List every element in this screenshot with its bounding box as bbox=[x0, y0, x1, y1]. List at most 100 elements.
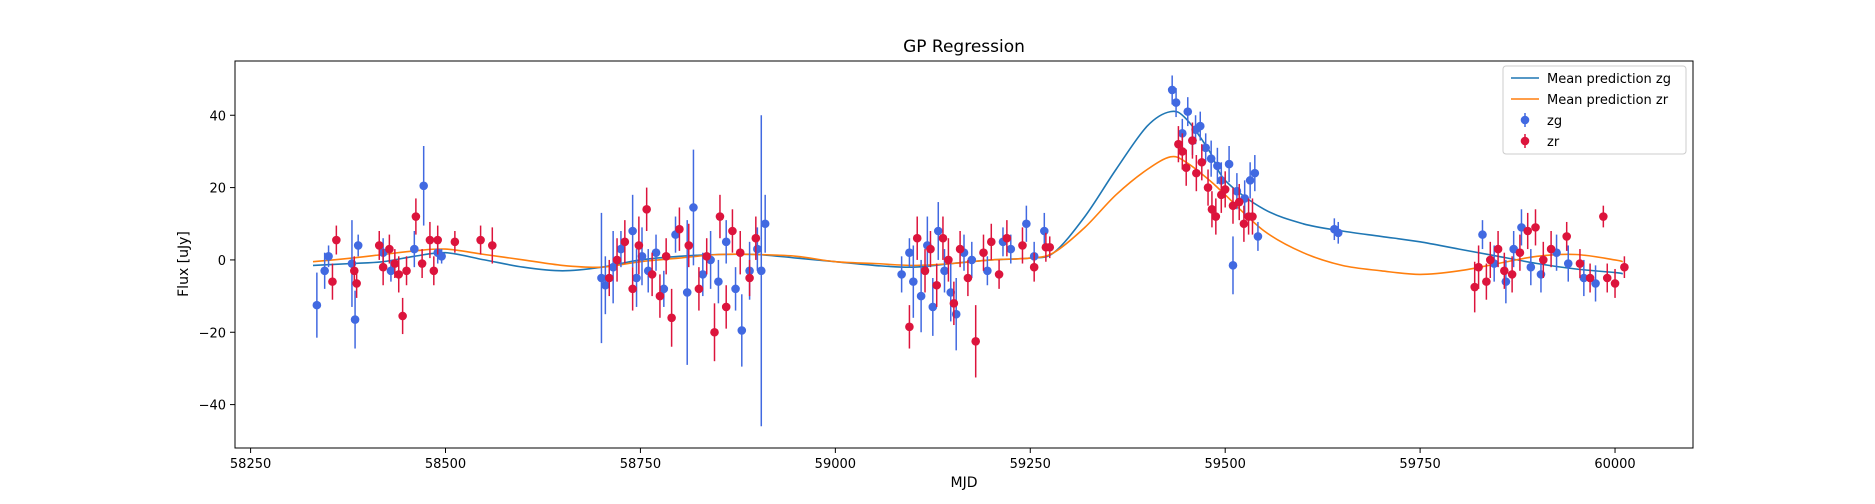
zr-point bbox=[1531, 223, 1540, 232]
zr-point bbox=[1002, 233, 1012, 243]
zr-point bbox=[487, 241, 497, 250]
zr-point bbox=[1515, 248, 1525, 257]
zg-point bbox=[1563, 259, 1573, 268]
zr-point bbox=[1493, 244, 1503, 254]
zr-point bbox=[634, 241, 644, 250]
zr-point bbox=[944, 255, 953, 265]
zr-point bbox=[1500, 266, 1509, 276]
zr-point bbox=[1602, 273, 1612, 283]
zg-point bbox=[897, 270, 906, 279]
zg-point bbox=[320, 266, 329, 276]
legend-label: zr bbox=[1547, 135, 1560, 150]
zr-point bbox=[1539, 255, 1548, 265]
zr-point bbox=[667, 313, 676, 323]
zr-point bbox=[1239, 219, 1249, 229]
zr-point bbox=[328, 277, 337, 286]
zg-point bbox=[659, 284, 669, 294]
zr-point bbox=[1029, 262, 1039, 272]
zr-point bbox=[612, 255, 622, 265]
legend-label: Mean prediction zr bbox=[1547, 93, 1669, 108]
zr-point bbox=[1470, 282, 1479, 292]
y-axis-label: Flux [uJy] bbox=[176, 231, 192, 297]
zg-point bbox=[1201, 143, 1211, 153]
zr-point bbox=[938, 233, 948, 243]
zr-point bbox=[390, 259, 400, 268]
y-axis-ticks: −40 −20 0 20 40 bbox=[199, 109, 235, 414]
zg-point bbox=[1213, 161, 1222, 171]
x-tick-label: 59500 bbox=[1205, 457, 1246, 472]
zr-point bbox=[411, 212, 421, 221]
zr-point bbox=[1211, 212, 1221, 221]
zg-point bbox=[632, 273, 641, 283]
zg-point bbox=[437, 252, 446, 261]
zg-point bbox=[1167, 85, 1177, 95]
plot-frame bbox=[234, 60, 1694, 449]
zr-point bbox=[920, 266, 930, 276]
zg-point bbox=[608, 262, 618, 272]
zr-point bbox=[1197, 157, 1207, 167]
zr-point bbox=[1546, 244, 1556, 254]
zg-point bbox=[1478, 230, 1487, 239]
zr-point bbox=[1599, 212, 1608, 221]
zg-point bbox=[601, 280, 610, 290]
zr-point bbox=[425, 235, 435, 245]
zg-point bbox=[628, 226, 637, 236]
x-tick-label: 60000 bbox=[1594, 457, 1635, 472]
zr-point bbox=[702, 252, 712, 261]
zr-point bbox=[661, 252, 671, 261]
x-tick-label: 58250 bbox=[230, 457, 271, 472]
legend-swatch-marker bbox=[1520, 115, 1530, 125]
zr-point bbox=[1174, 139, 1183, 149]
zg-point bbox=[928, 302, 938, 312]
zr-point bbox=[1575, 259, 1585, 268]
zr-point bbox=[905, 322, 914, 332]
zg-point bbox=[1579, 273, 1589, 283]
zg-point bbox=[353, 241, 363, 250]
legend: Mean prediction zg Mean prediction zr zg zr bbox=[1502, 65, 1687, 155]
zg-point bbox=[737, 326, 747, 335]
zr-point bbox=[926, 244, 935, 254]
zr-point bbox=[1248, 212, 1257, 221]
zr-point bbox=[642, 204, 651, 214]
zr-point bbox=[1203, 183, 1213, 192]
zr-point bbox=[721, 302, 731, 312]
zr-point bbox=[1474, 262, 1483, 272]
zg-point bbox=[1591, 279, 1600, 288]
zr-point bbox=[655, 291, 665, 301]
x-axis-ticks: 58250 58500 58750 59000 59250 59500 59750 60000 bbox=[230, 448, 1636, 472]
zg-point bbox=[1195, 121, 1205, 131]
zg-point bbox=[760, 219, 770, 229]
zr-point bbox=[398, 311, 407, 321]
series-zr bbox=[328, 122, 1629, 378]
zg-point bbox=[1526, 262, 1536, 272]
legend-frame bbox=[1502, 65, 1687, 155]
zg-point bbox=[1006, 244, 1016, 254]
zg-point bbox=[689, 203, 698, 212]
zg-point bbox=[905, 248, 914, 257]
zr-point bbox=[735, 248, 745, 257]
zg-point bbox=[616, 244, 626, 254]
x-tick-label: 59000 bbox=[815, 457, 856, 472]
zr-point bbox=[1620, 262, 1629, 272]
zr-point bbox=[1234, 197, 1244, 207]
zg-point bbox=[698, 270, 708, 279]
zr-point bbox=[332, 235, 341, 245]
zr-point bbox=[912, 233, 922, 243]
zr-point bbox=[1181, 163, 1191, 172]
legend-label: zg bbox=[1547, 114, 1562, 129]
zr-point bbox=[450, 237, 460, 247]
zg-point bbox=[1501, 277, 1511, 286]
zr-point bbox=[1178, 147, 1187, 156]
zr-point bbox=[994, 270, 1004, 279]
zr-point bbox=[949, 299, 959, 308]
x-tick-label: 58500 bbox=[425, 457, 466, 472]
zr-point bbox=[986, 237, 996, 247]
zg-point bbox=[756, 266, 766, 276]
zg-point bbox=[419, 181, 428, 191]
y-tick-label: 20 bbox=[209, 182, 226, 197]
zr-point bbox=[710, 327, 719, 337]
zr-point bbox=[932, 280, 942, 290]
zg-point bbox=[1228, 261, 1238, 270]
zg-point bbox=[651, 248, 661, 257]
